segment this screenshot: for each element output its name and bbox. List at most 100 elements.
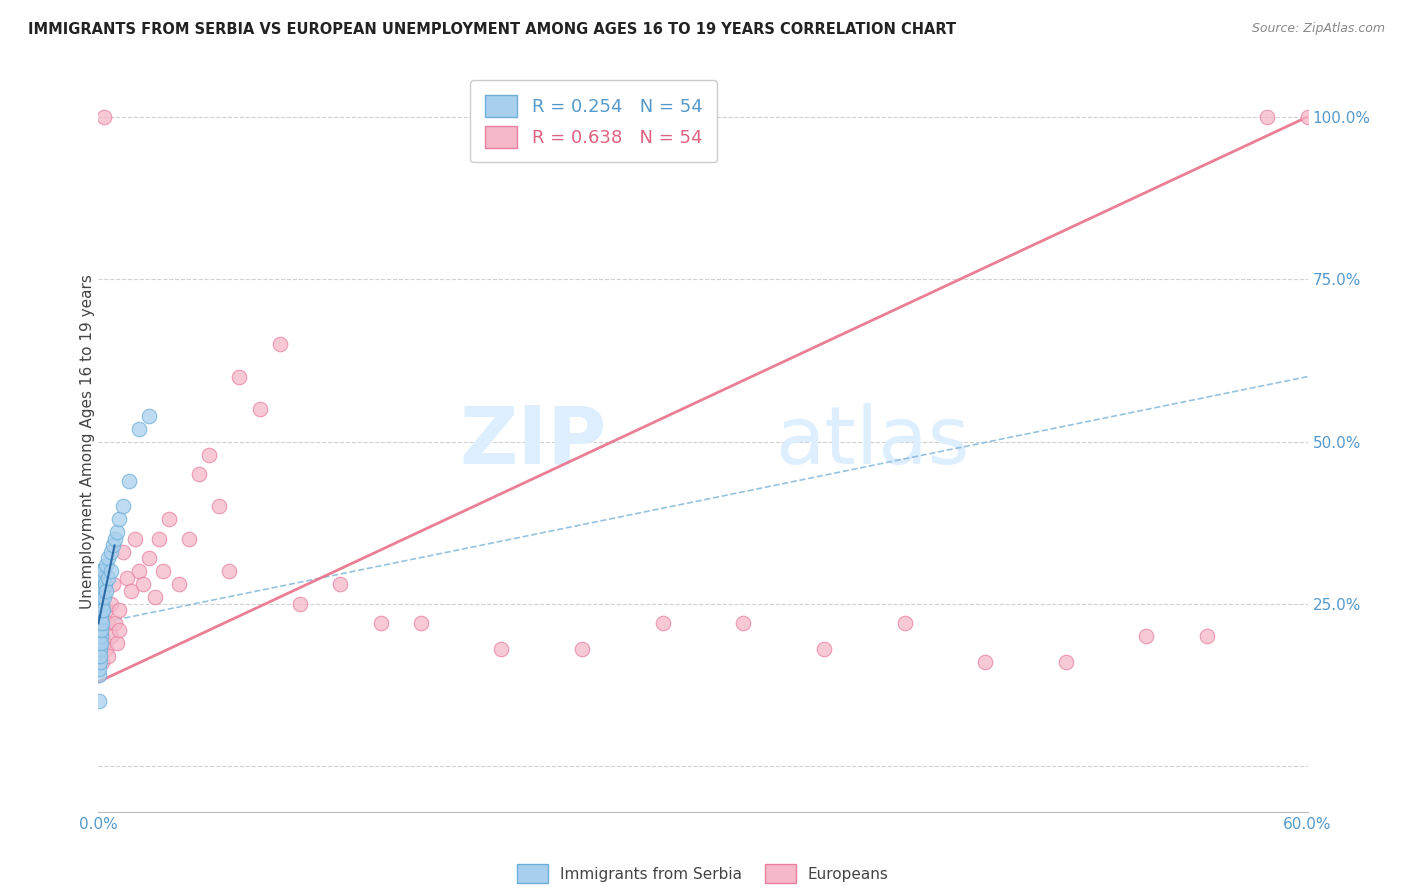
Point xyxy=(97,571,120,585)
Point xyxy=(103,532,125,546)
Point xyxy=(1296,110,1319,124)
Point xyxy=(89,610,111,624)
Point xyxy=(94,577,117,591)
Text: Source: ZipAtlas.com: Source: ZipAtlas.com xyxy=(1251,22,1385,36)
Text: atlas: atlas xyxy=(776,402,970,481)
Point xyxy=(89,648,111,663)
Point xyxy=(87,694,110,708)
Point xyxy=(93,636,115,650)
Point xyxy=(87,668,110,682)
Point xyxy=(97,648,120,663)
Point xyxy=(101,538,124,552)
Point xyxy=(974,656,997,670)
Point xyxy=(90,571,112,585)
Point xyxy=(96,583,118,598)
Point xyxy=(228,369,250,384)
Point xyxy=(96,558,118,572)
Point xyxy=(103,616,125,631)
Point xyxy=(91,629,114,643)
Point xyxy=(138,551,160,566)
Point xyxy=(91,656,114,670)
Point xyxy=(100,565,122,579)
Point xyxy=(107,623,129,637)
Point xyxy=(90,623,112,637)
Point xyxy=(89,577,111,591)
Point xyxy=(115,571,138,585)
Point xyxy=(179,532,201,546)
Point xyxy=(107,603,129,617)
Point xyxy=(90,616,112,631)
Point xyxy=(96,603,118,617)
Point xyxy=(105,636,128,650)
Point xyxy=(101,577,124,591)
Point xyxy=(118,474,141,488)
Point xyxy=(89,565,111,579)
Point xyxy=(157,512,180,526)
Point xyxy=(100,629,122,643)
Point xyxy=(90,610,112,624)
Point xyxy=(893,616,915,631)
Point xyxy=(370,616,392,631)
Point xyxy=(91,571,114,585)
Point xyxy=(198,448,221,462)
Point xyxy=(128,565,150,579)
Text: IMMIGRANTS FROM SERBIA VS EUROPEAN UNEMPLOYMENT AMONG AGES 16 TO 19 YEARS CORREL: IMMIGRANTS FROM SERBIA VS EUROPEAN UNEMP… xyxy=(28,22,956,37)
Point xyxy=(188,467,211,481)
Point xyxy=(813,642,835,657)
Point xyxy=(90,597,112,611)
Point xyxy=(89,636,111,650)
Point xyxy=(90,616,112,631)
Point xyxy=(91,597,114,611)
Point xyxy=(90,591,112,605)
Point xyxy=(89,629,111,643)
Point xyxy=(1054,656,1077,670)
Point xyxy=(97,551,120,566)
Point xyxy=(208,500,231,514)
Point xyxy=(91,603,114,617)
Text: ZIP: ZIP xyxy=(458,402,606,481)
Point xyxy=(132,577,155,591)
Point xyxy=(89,616,111,631)
Point xyxy=(89,648,111,663)
Point xyxy=(128,421,150,435)
Point xyxy=(138,409,160,423)
Point xyxy=(733,616,755,631)
Point xyxy=(96,642,118,657)
Point xyxy=(269,337,291,351)
Point xyxy=(91,583,114,598)
Point xyxy=(90,591,112,605)
Point xyxy=(288,597,311,611)
Point xyxy=(89,616,111,631)
Point xyxy=(651,616,673,631)
Legend: Immigrants from Serbia, Europeans: Immigrants from Serbia, Europeans xyxy=(512,858,894,889)
Point xyxy=(90,629,112,643)
Point xyxy=(89,616,111,631)
Point xyxy=(249,402,271,417)
Y-axis label: Unemployment Among Ages 16 to 19 years: Unemployment Among Ages 16 to 19 years xyxy=(80,274,94,609)
Point xyxy=(100,545,122,559)
Point xyxy=(89,603,111,617)
Point xyxy=(89,642,111,657)
Point xyxy=(148,532,170,546)
Point xyxy=(1256,110,1278,124)
Point xyxy=(152,565,174,579)
Point xyxy=(167,577,190,591)
Point xyxy=(97,616,120,631)
Point xyxy=(93,110,115,124)
Point xyxy=(491,642,513,657)
Point xyxy=(329,577,352,591)
Point xyxy=(93,565,115,579)
Point xyxy=(89,662,111,676)
Point xyxy=(89,656,111,670)
Point xyxy=(143,591,166,605)
Point xyxy=(90,583,112,598)
Point xyxy=(111,500,134,514)
Point xyxy=(89,629,111,643)
Point xyxy=(93,591,115,605)
Point xyxy=(124,532,146,546)
Point xyxy=(1135,629,1157,643)
Point xyxy=(89,642,111,657)
Point xyxy=(89,623,111,637)
Point xyxy=(571,642,593,657)
Point xyxy=(105,525,128,540)
